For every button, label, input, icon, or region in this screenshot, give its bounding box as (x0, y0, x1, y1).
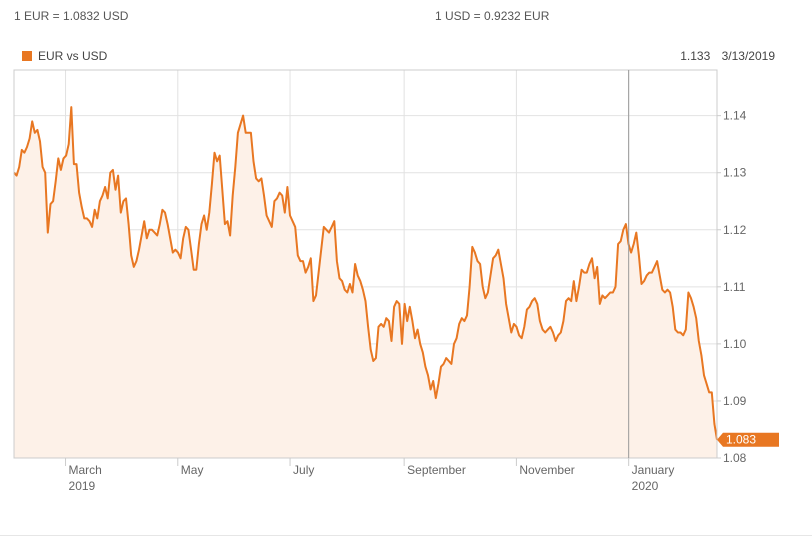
last-value-marker: 1.083 (717, 432, 779, 447)
x-tick-year-label: 2020 (632, 479, 659, 493)
y-tick-label: 1.08 (723, 451, 747, 465)
x-tick-label: May (181, 463, 204, 477)
series-line[interactable] (13, 106, 718, 440)
x-axis: March 2019 May July September November January… (65, 458, 675, 493)
usd-to-eur-rate: 1 USD = 0.9232 EUR (435, 9, 550, 23)
readout-date: 3/13/2019 (721, 49, 775, 63)
x-tick-label: September (407, 463, 466, 477)
y-tick-label: 1.10 (723, 337, 747, 351)
y-tick-label: 1.14 (723, 109, 747, 123)
last-value-badge (717, 432, 779, 447)
hover-readout: 1.133 3/13/2019 (672, 49, 775, 63)
x-tick-label: July (293, 463, 314, 477)
y-tick-label: 1.09 (723, 394, 747, 408)
y-tick-label: 1.12 (723, 223, 747, 237)
x-tick-year-label: 2019 (69, 479, 96, 493)
bottom-divider (0, 535, 812, 536)
eur-to-usd-rate: 1 EUR = 1.0832 USD (14, 9, 129, 23)
legend-label: EUR vs USD (38, 49, 108, 63)
x-tick-label: March (69, 463, 102, 477)
y-axis: 1.08 1.09 1.10 1.11 1.12 1.13 1.14 (717, 109, 747, 465)
legend-swatch (22, 51, 32, 61)
readout-value: 1.133 (680, 49, 711, 63)
series-area (14, 107, 717, 458)
x-tick-label: January (632, 463, 675, 477)
last-value-label: 1.083 (726, 433, 756, 447)
chart-legend[interactable]: EUR vs USD (22, 49, 107, 63)
plot-frame (13, 69, 718, 459)
x-tick-label: November (519, 463, 574, 477)
y-tick-label: 1.11 (723, 280, 746, 294)
y-tick-label: 1.13 (723, 166, 747, 180)
